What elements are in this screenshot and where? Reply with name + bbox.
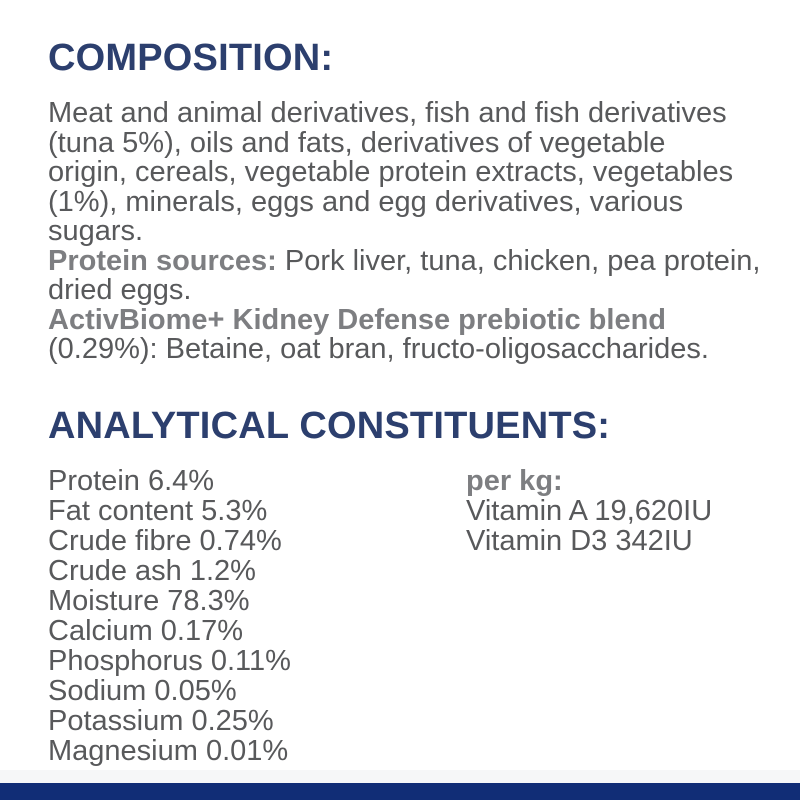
constituent-row: Phosphorus 0.11% <box>48 645 291 677</box>
analytical-columns: Protein 6.4% Fat content 5.3% Crude fibre … <box>48 466 712 766</box>
constituent-row: Moisture 78.3% <box>48 585 250 617</box>
protein-sources-paragraph: Protein sources: Pork liver, tuna, chick… <box>48 244 780 306</box>
constituent-row: Fat content 5.3% <box>48 495 268 527</box>
vitamin-row: Vitamin D3 342IU <box>466 525 693 557</box>
constituent-row: Potassium 0.25% <box>48 705 274 737</box>
prebiotic-blend-value: (0.29%): Betaine, oat bran, fructo-oligo… <box>48 333 709 365</box>
protein-sources-value: Pork liver, tuna, chicken, pea protein, … <box>48 244 761 306</box>
constituent-row: Protein 6.4% <box>48 465 215 497</box>
constituent-row: Crude ash 1.2% <box>48 555 256 587</box>
analytical-heading: ANALYTICAL CONSTITUENTS: <box>48 405 611 447</box>
protein-sources-label: Protein sources: <box>48 244 277 277</box>
footer-accent-bar <box>0 783 800 800</box>
composition-main-text: Meat and animal derivatives, fish and fi… <box>48 97 734 247</box>
composition-main-paragraph: Meat and animal derivatives, fish and fi… <box>48 97 743 247</box>
prebiotic-blend-label: ActivBiome+ Kidney Defense prebiotic ble… <box>48 303 667 336</box>
composition-heading: COMPOSITION: <box>48 37 334 79</box>
constituent-row: Calcium 0.17% <box>48 615 244 647</box>
constituents-list: Protein 6.4% Fat content 5.3% Crude fibre … <box>48 466 291 766</box>
constituent-row: Crude fibre 0.74% <box>48 525 282 557</box>
constituent-row: Sodium 0.05% <box>48 675 237 707</box>
vitamin-row: Vitamin A 19,620IU <box>466 495 713 527</box>
prebiotic-blend-paragraph: ActivBiome+ Kidney Defense prebiotic ble… <box>48 303 743 365</box>
footer-shadow-strip <box>0 770 800 783</box>
per-kg-label: per kg: <box>466 465 563 497</box>
per-kg-list: Vitamin A 19,620IU Vitamin D3 342IU <box>466 496 712 556</box>
per-kg-block: per kg: Vitamin A 19,620IU Vitamin D3 342… <box>466 466 712 556</box>
composition-body: Meat and animal derivatives, fish and fi… <box>48 97 780 365</box>
constituent-row: Magnesium 0.01% <box>48 735 289 767</box>
